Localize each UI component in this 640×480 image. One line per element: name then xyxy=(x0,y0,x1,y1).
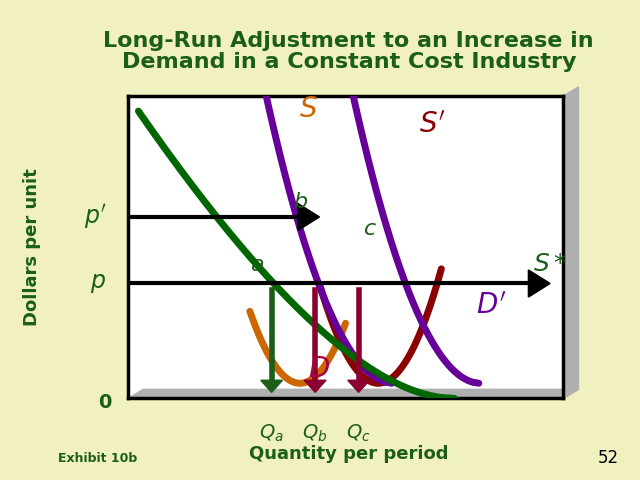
Text: $Q_a$: $Q_a$ xyxy=(259,422,284,444)
Polygon shape xyxy=(260,380,282,392)
Text: $c$: $c$ xyxy=(363,219,377,239)
Polygon shape xyxy=(128,389,579,398)
Text: Long-Run Adjustment to an Increase in: Long-Run Adjustment to an Increase in xyxy=(104,31,594,51)
Polygon shape xyxy=(304,380,326,392)
Text: $a$: $a$ xyxy=(250,255,264,276)
Polygon shape xyxy=(348,380,369,392)
Text: Quantity per period: Quantity per period xyxy=(249,444,449,463)
Text: $p$: $p$ xyxy=(90,272,106,296)
Text: $S'$: $S'$ xyxy=(419,110,446,138)
Text: $p'$: $p'$ xyxy=(84,203,106,231)
Text: $S*$: $S*$ xyxy=(532,252,567,276)
Text: 52: 52 xyxy=(597,449,619,468)
Text: $S$: $S$ xyxy=(300,95,318,123)
Polygon shape xyxy=(298,204,319,230)
Text: $b$: $b$ xyxy=(293,192,308,212)
Polygon shape xyxy=(563,87,579,398)
Polygon shape xyxy=(529,270,550,297)
Text: $D'$: $D'$ xyxy=(476,292,507,320)
Text: Exhibit 10b: Exhibit 10b xyxy=(58,452,137,465)
Text: Dollars per unit: Dollars per unit xyxy=(23,168,41,326)
Text: $D$: $D$ xyxy=(308,355,330,383)
Text: 0: 0 xyxy=(98,393,111,412)
Text: $Q_c$: $Q_c$ xyxy=(346,422,371,444)
Text: Demand in a Constant Cost Industry: Demand in a Constant Cost Industry xyxy=(122,52,576,72)
Text: $Q_b$: $Q_b$ xyxy=(303,422,328,444)
